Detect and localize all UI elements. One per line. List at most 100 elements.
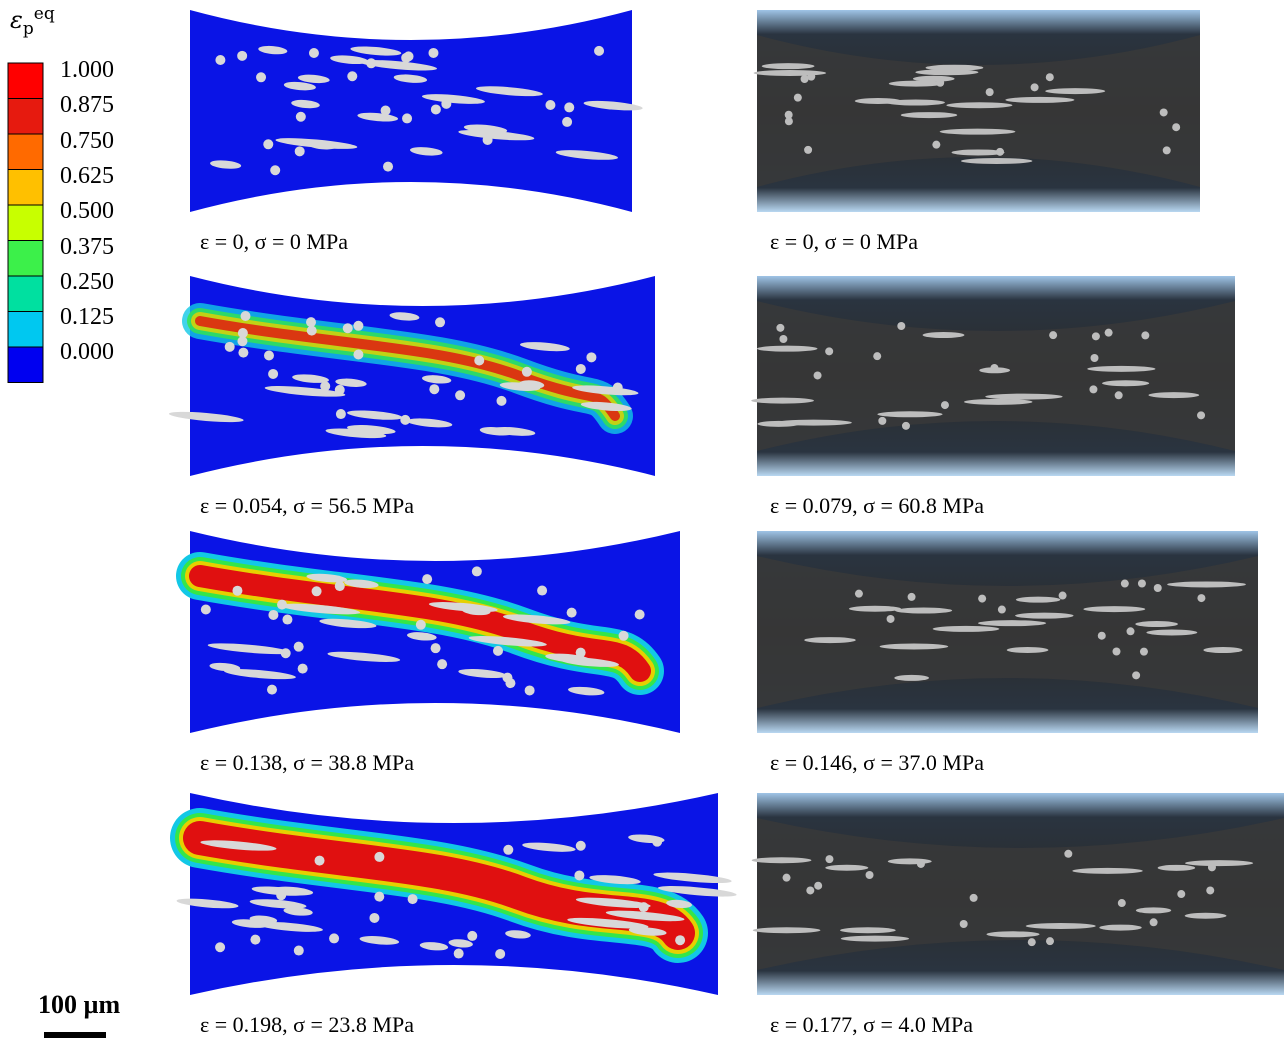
figure-art <box>0 0 1284 1039</box>
photo-particle <box>1112 648 1120 656</box>
particle <box>525 685 535 695</box>
photo-particle <box>889 81 944 87</box>
photo-particle <box>1132 671 1140 679</box>
photo-particle <box>814 882 822 890</box>
particle <box>428 48 438 58</box>
photo-particle <box>1160 108 1168 116</box>
photo-particle <box>1172 123 1180 131</box>
photo-particle <box>1005 97 1074 103</box>
photo-particle <box>878 417 886 425</box>
photo-particle <box>1026 923 1096 929</box>
particle <box>545 100 555 110</box>
legend-superscript: eq <box>34 4 55 24</box>
particle <box>267 685 277 695</box>
particle <box>586 352 596 362</box>
photo-particle <box>960 920 968 928</box>
particle <box>383 162 393 172</box>
legend-swatch <box>8 205 43 241</box>
photo-particle <box>1105 329 1113 337</box>
photo-particle <box>776 324 784 332</box>
photo-particle <box>1092 332 1100 340</box>
particle <box>441 99 451 109</box>
legend-label: 0.125 <box>60 305 114 329</box>
particle <box>567 608 577 618</box>
particle <box>613 382 623 392</box>
photo-particle <box>908 593 916 601</box>
particle <box>675 935 685 945</box>
particle <box>225 342 235 352</box>
photo-particle <box>1197 594 1205 602</box>
photo-particle <box>1154 584 1162 592</box>
experiment-caption: ε = 0.079, σ = 60.8 MPa <box>770 493 984 519</box>
photo-particle <box>880 643 949 649</box>
photo-particle <box>849 606 901 612</box>
photo-particle <box>785 111 793 119</box>
particle <box>270 165 280 175</box>
photo-particle <box>1083 606 1145 612</box>
photo-particle <box>1031 83 1039 91</box>
photo-particle <box>1049 331 1057 339</box>
photo-particle <box>1046 73 1054 81</box>
legend-label: 0.000 <box>60 340 114 364</box>
photo-particle <box>1102 380 1149 386</box>
particle <box>435 317 445 327</box>
legend-swatch <box>8 99 43 135</box>
particle <box>402 113 412 123</box>
photo-particle <box>1090 354 1098 362</box>
legend-swatch <box>8 134 43 170</box>
photo-particle <box>754 70 827 76</box>
particle <box>315 856 325 866</box>
scale-bar-label: 100 µm <box>38 990 120 1020</box>
photo-particle <box>926 65 984 71</box>
particle <box>335 385 345 395</box>
legend-subscript: p <box>23 19 34 39</box>
particle <box>502 673 512 683</box>
photo-particle <box>855 590 863 598</box>
particle <box>268 610 278 620</box>
particle <box>335 581 345 591</box>
photo-particle <box>1098 632 1106 640</box>
simulation-caption: ε = 0.198, σ = 23.8 MPa <box>200 1012 414 1038</box>
photo-particle <box>1028 938 1036 946</box>
particle <box>238 328 248 338</box>
particle <box>408 894 418 904</box>
particle <box>576 364 586 374</box>
particle <box>294 642 304 652</box>
particle <box>353 321 363 331</box>
particle <box>256 72 266 82</box>
particle <box>268 369 278 379</box>
particle <box>295 146 305 156</box>
photo-particle <box>946 102 1012 108</box>
particle <box>343 323 353 333</box>
particle <box>201 605 211 615</box>
photo-particle <box>979 367 1010 373</box>
legend-swatch <box>8 170 43 206</box>
simulation-caption: ε = 0.138, σ = 38.8 MPa <box>200 750 414 776</box>
particle <box>369 913 379 923</box>
photo-particle <box>1163 146 1171 154</box>
photo-particle <box>978 620 1046 626</box>
photo-particle <box>986 931 1039 937</box>
photo-particle <box>901 112 957 118</box>
legend-label: 0.500 <box>60 199 114 223</box>
photo-particle <box>841 936 909 942</box>
particle <box>467 931 477 941</box>
photo-particle <box>998 606 1006 614</box>
photo-particle <box>1167 581 1246 587</box>
legend-swatch <box>8 276 43 312</box>
particle <box>374 892 384 902</box>
photo-particle <box>1072 868 1142 874</box>
photo-particle <box>940 129 1016 135</box>
photo-particle <box>804 637 855 643</box>
photo-particle <box>986 88 994 96</box>
photo-particle <box>1197 411 1205 419</box>
particle <box>296 112 306 122</box>
photo-particle <box>1121 580 1129 588</box>
experiment-caption: ε = 0, σ = 0 MPa <box>770 229 918 255</box>
simulation-specimen <box>190 276 655 476</box>
photo-particle <box>855 98 902 104</box>
particle <box>381 105 391 115</box>
photo-particle <box>933 626 1000 632</box>
photo-particle <box>902 422 910 430</box>
photo-particle <box>932 141 940 149</box>
